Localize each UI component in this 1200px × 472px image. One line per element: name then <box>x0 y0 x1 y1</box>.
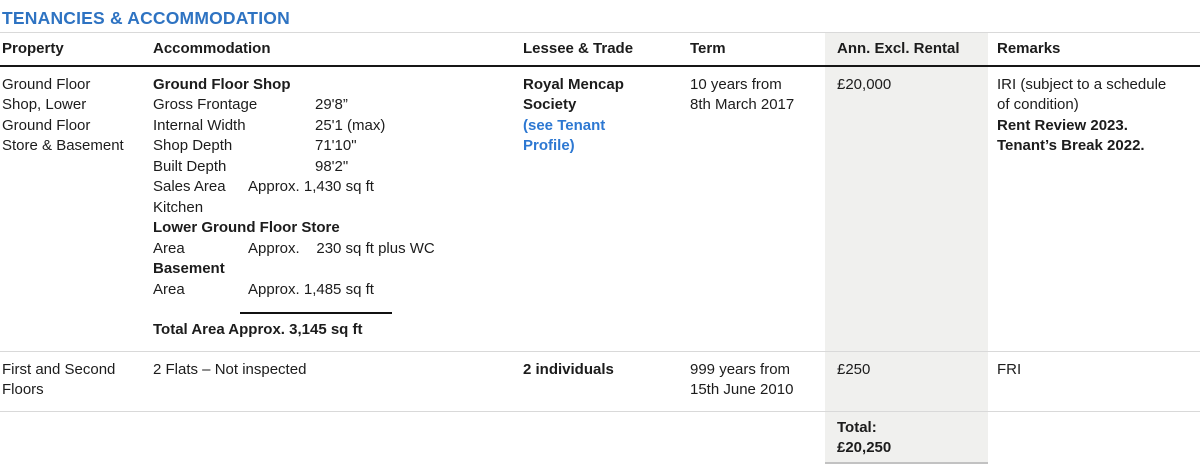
remarks-line-bold: Rent Review 2023. <box>997 116 1128 134</box>
area-label: Area <box>153 239 185 257</box>
tenant-profile-link-line[interactable]: (see Tenant <box>523 116 606 134</box>
dimension-row: Internal Width 25'1 (max) <box>153 116 520 137</box>
tenant-profile-link-line[interactable]: Profile) <box>523 137 575 154</box>
remarks-line-bold: Tenant’s Break 2022. <box>997 137 1145 154</box>
accommodation-cell: Ground Floor Shop Gross Frontage 29'8” In… <box>153 65 520 352</box>
property-line: Shop, Lower <box>2 96 87 113</box>
remarks-cell: IRI (subject to a schedule of condition)… <box>988 65 1200 352</box>
lessee-name-line: Society <box>523 96 577 113</box>
property-line: Store & Basement <box>2 137 124 154</box>
term-line: 15th June 2010 <box>690 381 794 398</box>
term-line: 10 years from <box>690 75 782 93</box>
column-header-remarks: Remarks <box>988 33 1200 67</box>
accommodation-line: Kitchen <box>153 198 204 216</box>
rental-total-cell: Total: £20,250 <box>825 411 988 464</box>
section-heading: Lower Ground Floor Store <box>153 219 340 236</box>
section-heading: Ground Floor Shop <box>153 75 291 93</box>
empty-cell <box>690 411 825 463</box>
column-header-property: Property <box>0 33 153 67</box>
rental-cell: £250 <box>825 351 988 412</box>
dimension-label: Internal Width <box>153 116 246 134</box>
empty-cell <box>988 411 1200 463</box>
accommodation-cell: 2 Flats – Not inspected <box>153 351 520 412</box>
property-line: Ground Floor <box>2 75 91 93</box>
rental-value: £20,000 <box>837 75 892 93</box>
dimension-label: Gross Frontage <box>153 96 258 113</box>
dimension-row: Gross Frontage 29'8” <box>153 95 520 116</box>
dimension-row: Built Depth 98'2" <box>153 157 520 178</box>
column-header-lessee-trade: Lessee & Trade <box>520 33 690 67</box>
dimension-value: 29'8” <box>315 96 348 113</box>
area-row: Area Approx. 230 sq ft plus WC <box>153 239 520 260</box>
section-heading: Basement <box>153 260 225 277</box>
remarks-line: IRI (subject to a schedule <box>997 75 1167 93</box>
dimension-label: Shop Depth <box>153 137 233 154</box>
total-area-divider <box>240 312 392 314</box>
dimension-value: 98'2" <box>315 157 349 175</box>
property-line: Ground Floor <box>2 116 91 134</box>
area-label: Area <box>153 280 185 298</box>
empty-cell <box>153 411 520 463</box>
empty-cell <box>520 411 690 463</box>
table-row-flats: First and Second Floors 2 Flats – Not in… <box>0 351 1200 412</box>
property-cell: First and Second Floors <box>0 351 153 412</box>
rental-value: £250 <box>837 360 871 378</box>
dimension-label: Built Depth <box>153 157 227 175</box>
total-row: Total: £20,250 <box>0 411 1200 464</box>
property-line: Floors <box>2 381 44 398</box>
area-value: Approx. 1,430 sq ft <box>248 178 374 195</box>
column-header-term: Term <box>690 33 825 67</box>
term-cell: 10 years from 8th March 2017 <box>690 65 825 352</box>
tenancies-table: Property Accommodation Lessee & Trade Te… <box>0 33 1200 464</box>
empty-cell <box>0 411 153 463</box>
rental-cell: £20,000 <box>825 65 988 352</box>
table-row-shop: Ground Floor Shop, Lower Ground Floor St… <box>0 65 1200 352</box>
lessee-name-line: Royal Mencap <box>523 75 624 93</box>
dimension-row: Shop Depth 71'10" <box>153 136 520 157</box>
area-value: Approx. 230 sq ft plus WC <box>248 239 435 257</box>
area-label: Sales Area <box>153 178 226 195</box>
tenant-profile-link[interactable]: (see Tenant Profile) <box>523 116 690 157</box>
term-cell: 999 years from 15th June 2010 <box>690 351 825 412</box>
lessee-cell: 2 individuals <box>520 351 690 412</box>
header-row: Property Accommodation Lessee & Trade Te… <box>0 33 1200 67</box>
property-line: First and Second <box>2 360 116 378</box>
area-value: Approx. 1,485 sq ft <box>248 280 374 298</box>
dimension-value: 71'10" <box>315 137 357 154</box>
remarks-line: of condition) <box>997 96 1079 113</box>
total-area-line: Total Area Approx. 3,145 sq ft <box>153 321 363 338</box>
remarks-cell: FRI <box>988 351 1200 412</box>
lessee-cell: Royal Mencap Society (see Tenant Profile… <box>520 65 690 352</box>
area-row: Area Approx. 1,485 sq ft <box>153 280 520 301</box>
rental-total-value: £20,250 <box>837 439 892 456</box>
dimension-value: 25'1 (max) <box>315 116 386 134</box>
area-row: Sales Area Approx. 1,430 sq ft <box>153 177 520 198</box>
property-cell: Ground Floor Shop, Lower Ground Floor St… <box>0 65 153 352</box>
term-line: 8th March 2017 <box>690 96 795 113</box>
page-title: TENANCIES & ACCOMMODATION <box>0 0 1200 33</box>
term-line: 999 years from <box>690 360 791 378</box>
rental-total-label: Total: <box>837 418 877 436</box>
column-header-accommodation: Accommodation <box>153 33 520 67</box>
column-header-rental: Ann. Excl. Rental <box>825 33 988 67</box>
